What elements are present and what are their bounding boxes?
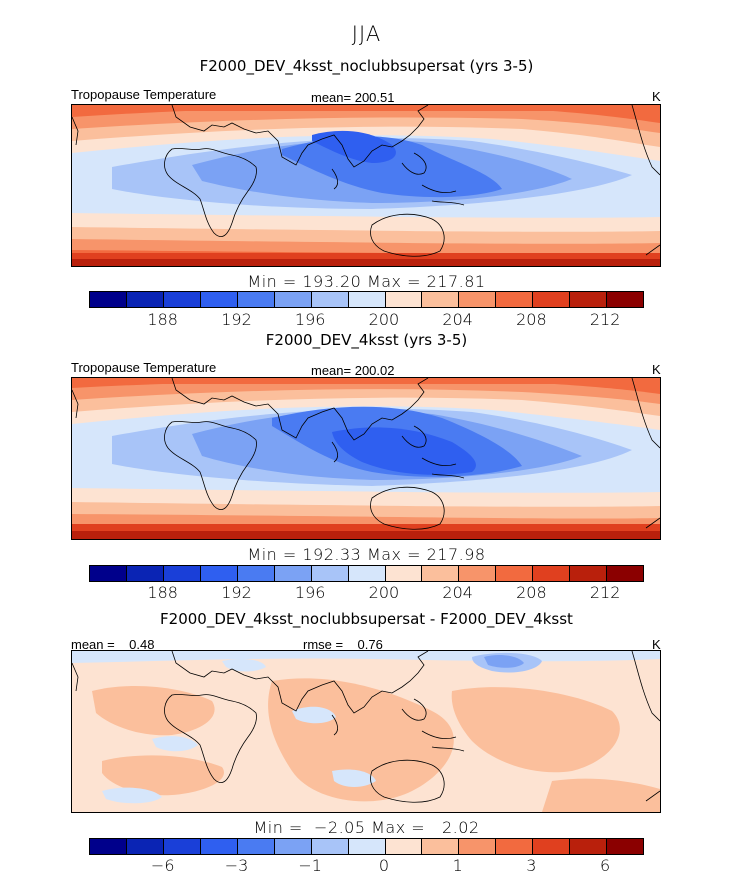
- panel2-colorbar-ticks: 188 192 196 200 204 208 212: [89, 583, 642, 602]
- colorbar-swatch: [422, 566, 460, 581]
- colorbar-swatch: [496, 839, 534, 854]
- panel2-variable-label: Tropopause Temperature: [71, 360, 217, 375]
- panel2-temperature-field: [72, 378, 660, 539]
- colorbar-tick: 192: [221, 583, 252, 602]
- colorbar-tick: −1: [298, 856, 322, 875]
- panel3-map: [71, 650, 661, 813]
- panel3-unit-label: K: [652, 637, 661, 652]
- panel3-difference-field: [72, 651, 660, 812]
- colorbar-swatch: [90, 839, 127, 854]
- panel1-unit-label: K: [652, 89, 661, 104]
- panel1-title: F2000_DEV_4ksst_noclubbsupersat (yrs 3-5…: [199, 57, 534, 75]
- colorbar-tick: 1: [452, 856, 463, 875]
- colorbar-swatch: [533, 292, 571, 307]
- colorbar-swatch: [570, 292, 608, 307]
- panel3-minmax: Min = −2.05 Max = 2.02: [253, 818, 480, 837]
- colorbar-swatch: [311, 566, 349, 581]
- colorbar-swatch: [607, 566, 644, 581]
- colorbar-swatch: [348, 566, 386, 581]
- colorbar-swatch: [496, 292, 534, 307]
- colorbar-tick: 212: [589, 310, 621, 329]
- colorbar-swatch: [163, 839, 201, 854]
- colorbar-swatch: [200, 566, 238, 581]
- colorbar-swatch: [311, 292, 349, 307]
- colorbar-swatch: [200, 839, 238, 854]
- colorbar-tick: −6: [150, 856, 175, 875]
- colorbar-swatch: [274, 839, 312, 854]
- colorbar-tick: 204: [442, 583, 473, 602]
- colorbar-swatch: [459, 292, 497, 307]
- colorbar-swatch: [533, 566, 571, 581]
- colorbar-swatch: [385, 839, 423, 854]
- colorbar-swatch: [459, 566, 497, 581]
- panel1-variable-label: Tropopause Temperature: [71, 87, 217, 102]
- colorbar-swatch: [348, 292, 386, 307]
- panel2-coastlines: [72, 378, 660, 530]
- panel3-colorbar-ticks: −6 −3 −1 0 1 3 6: [89, 856, 642, 875]
- colorbar-tick: 192: [221, 310, 252, 329]
- panel2-minmax: Min = 192.33 Max = 217.98: [247, 545, 486, 564]
- season-title: JJA: [351, 22, 382, 46]
- panel1-mean-label: mean= 200.51: [311, 90, 395, 105]
- colorbar-swatch: [237, 839, 275, 854]
- colorbar-tick: 0: [378, 856, 389, 875]
- panel2-map: [71, 377, 661, 540]
- colorbar-swatch: [90, 292, 127, 307]
- panel3-coastlines: [72, 651, 660, 803]
- colorbar-swatch: [607, 839, 644, 854]
- colorbar-swatch: [422, 839, 460, 854]
- colorbar-tick: 208: [516, 310, 547, 329]
- colorbar-tick: 200: [368, 583, 400, 602]
- panel1-map: [71, 104, 661, 267]
- colorbar-swatch: [237, 566, 275, 581]
- colorbar-swatch: [607, 292, 644, 307]
- panel1-colorbar: [89, 291, 644, 308]
- panel2-colorbar: [89, 565, 644, 582]
- colorbar-swatch: [496, 566, 534, 581]
- colorbar-swatch: [570, 839, 608, 854]
- colorbar-tick: 196: [294, 310, 326, 329]
- panel1-minmax: Min = 193.20 Max = 217.81: [247, 272, 486, 291]
- colorbar-tick: 188: [147, 310, 178, 329]
- colorbar-tick: 6: [600, 856, 611, 875]
- panel1-colorbar-ticks: 188 192 196 200 204 208 212: [89, 310, 642, 329]
- colorbar-tick: 196: [294, 583, 326, 602]
- colorbar-tick: 204: [442, 310, 473, 329]
- colorbar-swatch: [126, 839, 164, 854]
- panel2-mean-label: mean= 200.02: [311, 363, 395, 378]
- colorbar-swatch: [385, 292, 423, 307]
- colorbar-swatch: [163, 292, 201, 307]
- colorbar-swatch: [570, 566, 608, 581]
- colorbar-swatch: [274, 566, 312, 581]
- colorbar-tick: 200: [368, 310, 400, 329]
- colorbar-swatch: [237, 292, 275, 307]
- colorbar-tick: 3: [526, 856, 537, 875]
- panel3-mean-label: mean = 0.48: [71, 637, 155, 652]
- colorbar-swatch: [533, 839, 571, 854]
- colorbar-swatch: [311, 839, 349, 854]
- colorbar-swatch: [126, 566, 164, 581]
- colorbar-swatch: [163, 566, 201, 581]
- panel3-colorbar: [89, 838, 644, 855]
- colorbar-swatch: [90, 566, 127, 581]
- colorbar-swatch: [274, 292, 312, 307]
- panel3-title: F2000_DEV_4ksst_noclubbsupersat - F2000_…: [160, 610, 573, 628]
- colorbar-tick: 188: [147, 583, 178, 602]
- colorbar-swatch: [126, 292, 164, 307]
- panel2-title: F2000_DEV_4ksst (yrs 3-5): [265, 331, 468, 349]
- colorbar-swatch: [459, 839, 497, 854]
- colorbar-tick: 208: [516, 583, 547, 602]
- panel3-rmse-label: rmse = 0.76: [303, 637, 383, 652]
- panel2-unit-label: K: [652, 362, 661, 377]
- colorbar-tick: 212: [589, 583, 621, 602]
- panel1-temperature-field: [72, 105, 660, 266]
- colorbar-swatch: [422, 292, 460, 307]
- colorbar-swatch: [385, 566, 423, 581]
- colorbar-swatch: [348, 839, 386, 854]
- colorbar-swatch: [200, 292, 238, 307]
- panel1-coastlines: [72, 105, 660, 257]
- colorbar-tick: −3: [224, 856, 249, 875]
